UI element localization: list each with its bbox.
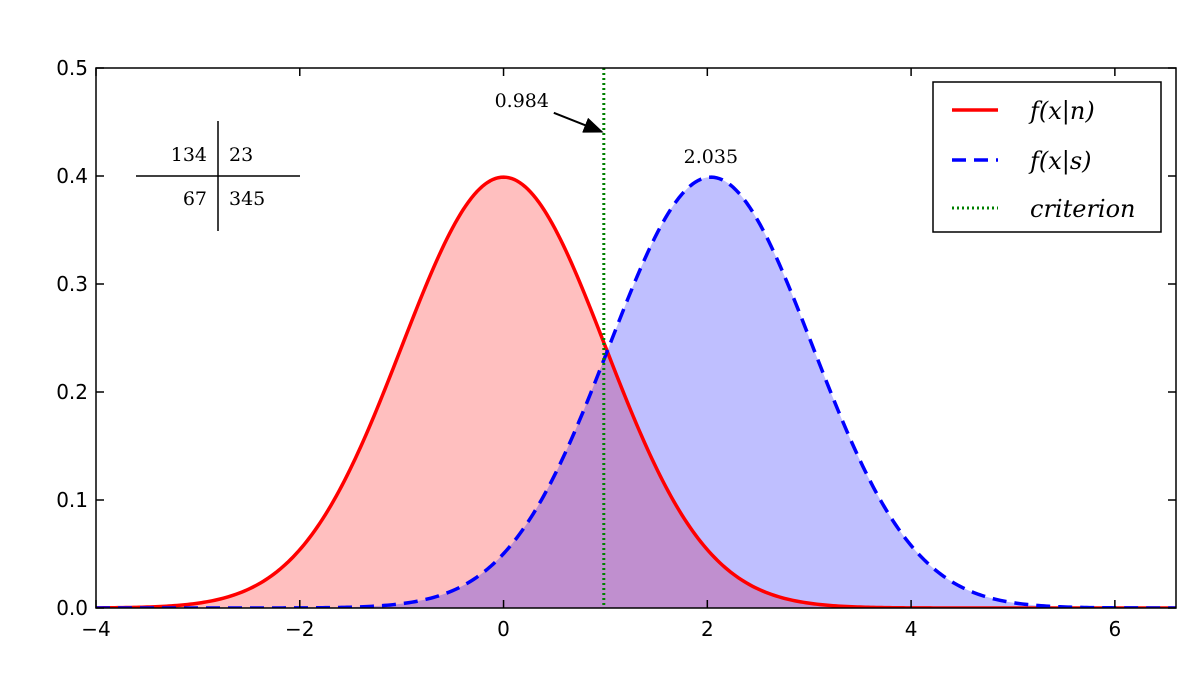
y-tick-label: 0.5 [56,56,88,80]
y-tick-label: 0.2 [56,380,88,404]
legend: f(x|n) f(x|s) criterion [932,81,1162,233]
noise-curve [96,175,1176,608]
confusion-table: 134 23 67 345 [136,121,300,231]
overlap-area-fill [96,353,1176,608]
signal-area-fill [96,177,1176,608]
signal-mean-label: 2.035 [684,146,738,168]
axes-frame [95,67,1177,609]
y-axis: 0.0 0.1 0.2 0.3 0.4 0.5 [56,56,1176,620]
legend-label-noise: f(x|n) [1028,97,1095,126]
x-axis: −4 −2 0 2 4 6 [81,68,1121,641]
legend-label-signal: f(x|s) [1028,147,1092,176]
x-tick-label: −4 [81,617,110,641]
y-tick-label: 0.1 [56,488,88,512]
criterion-annotation: 0.984 [495,90,604,133]
y-tick-label: 0.3 [56,272,88,296]
noise-area-fill [96,177,1176,608]
y-tick-label: 0.4 [56,164,88,188]
x-tick-label: 2 [701,617,714,641]
criterion-arrow [553,111,604,133]
criterion-value-label: 0.984 [495,90,549,112]
x-tick-label: 4 [905,617,918,641]
table-cell-misses: 23 [229,144,253,166]
legend-box [932,81,1162,233]
table-cell-false-alarms: 67 [183,188,207,210]
table-cell-correct-rejections: 345 [229,188,265,210]
table-cell-hits: 134 [171,144,207,166]
x-tick-label: 6 [1109,617,1122,641]
y-tick-label: 0.0 [56,596,88,620]
x-tick-label: 0 [497,617,510,641]
x-tick-label: −2 [285,617,314,641]
legend-label-criterion: criterion [1030,195,1136,223]
